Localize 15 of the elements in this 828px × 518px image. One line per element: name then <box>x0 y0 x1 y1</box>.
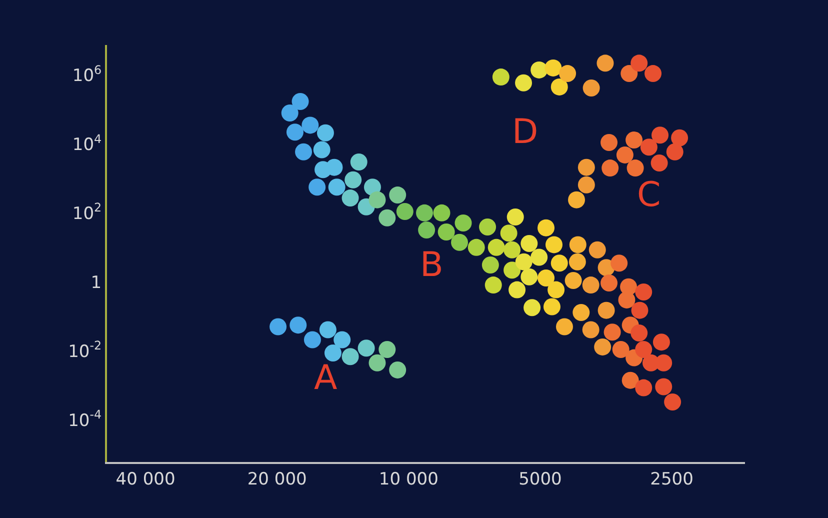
y-tick-label: 10$^{6}$ <box>72 62 102 86</box>
annotation: A <box>314 358 338 398</box>
x-tick-label: 20 000 <box>247 469 307 490</box>
annotation: C <box>637 175 661 215</box>
y-tick-label: 1 <box>90 272 102 293</box>
y-tick-label: 10$^{2}$ <box>72 200 102 224</box>
annotation: D <box>512 112 538 152</box>
y-tick-label: 10$^{-2}$ <box>68 338 102 362</box>
x-tick-label: 10 000 <box>378 469 438 490</box>
x-tick-label: 2500 <box>650 469 694 490</box>
annotation: B <box>420 245 444 285</box>
y-tick-label: 10$^{-4}$ <box>68 408 102 431</box>
x-tick-label: 5000 <box>518 469 562 490</box>
y-tick-label: 10$^{4}$ <box>72 132 102 155</box>
x-tick-label: 40 000 <box>116 469 176 490</box>
